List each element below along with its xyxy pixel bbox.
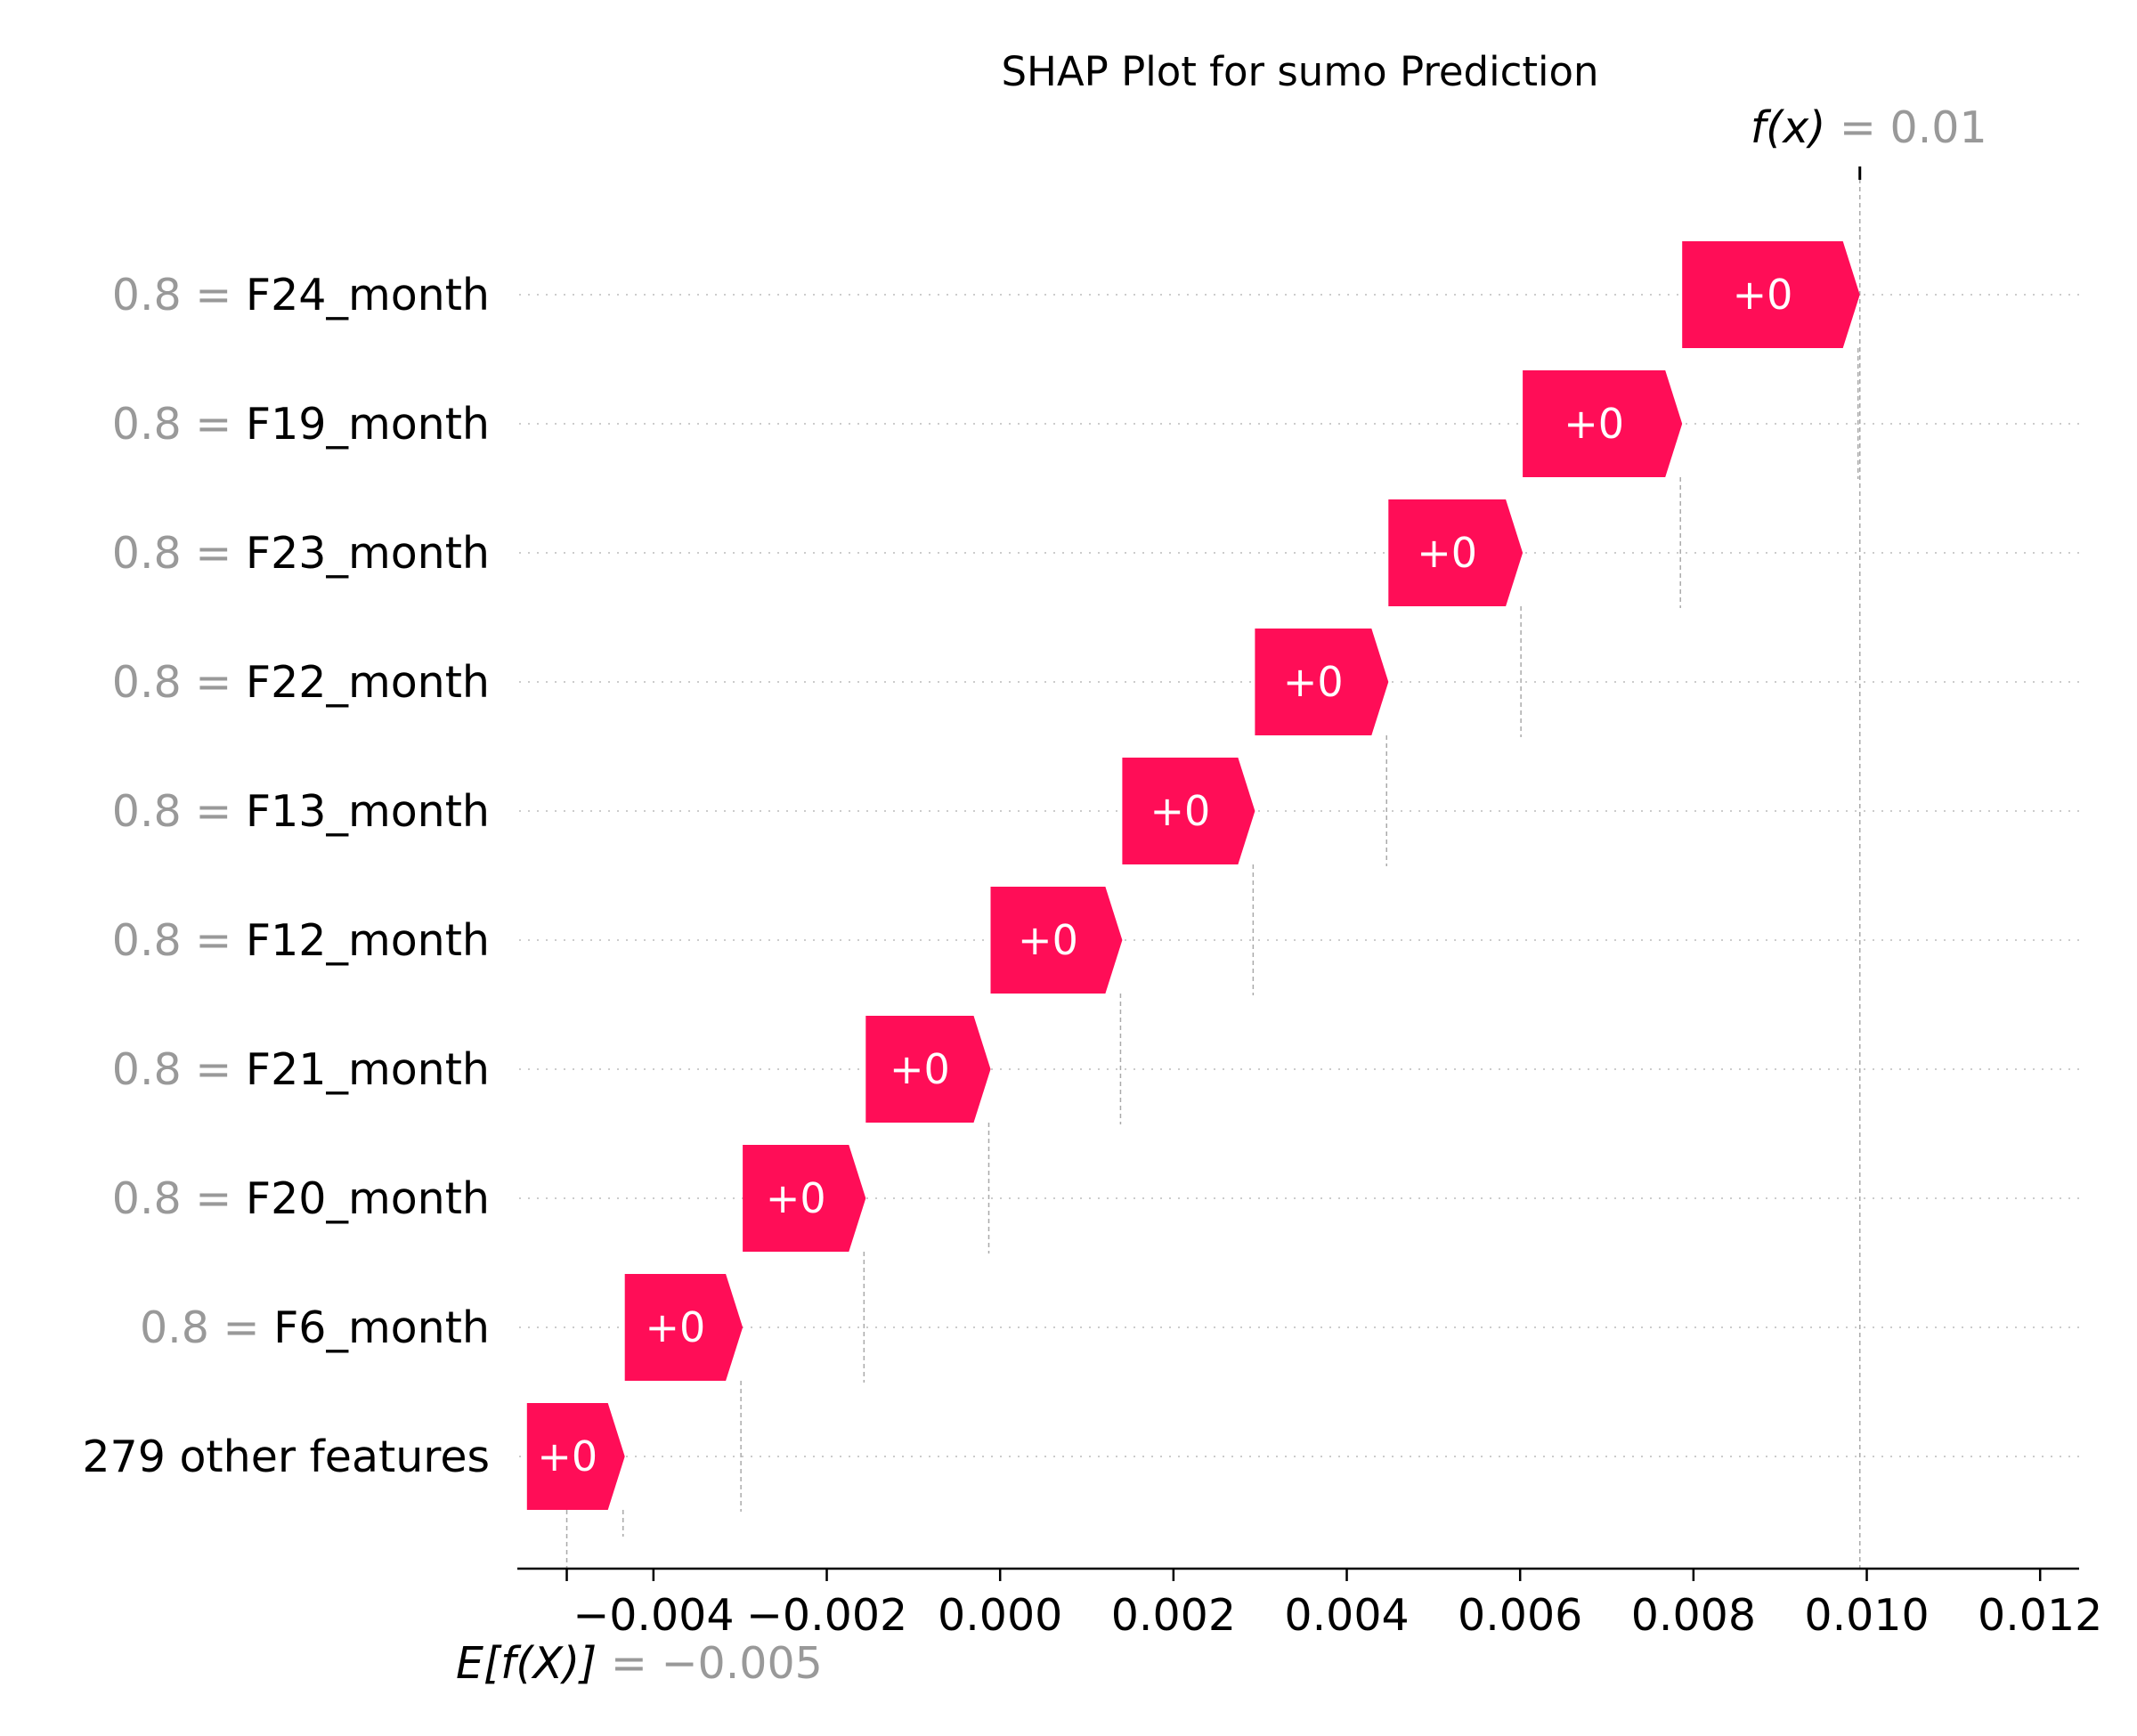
x-tick-label: 0.000 [938,1590,1062,1641]
feature-label: 0.8 = F21_month [112,1044,490,1095]
x-tick-label: 0.004 [1284,1590,1409,1641]
connector-lines [565,171,1861,1569]
feature-label: 279 other features [82,1432,490,1482]
shap-bar [1255,629,1389,735]
bar-value-label: +0 [1564,400,1624,448]
bar-value-label: +0 [1018,916,1078,964]
shap-bar [624,1274,743,1381]
x-tick-label: 0.012 [1978,1590,2102,1641]
feature-label: 0.8 = F19_month [112,399,490,450]
x-tick-label: 0.002 [1111,1590,1236,1641]
x-tick-label: −0.004 [573,1590,734,1641]
feature-label: 0.8 = F13_month [112,786,490,837]
feature-labels: 0.8 = F24_month 0.8 = F19_month 0.8 = F23_… [82,270,490,1482]
x-tick-label: −0.002 [746,1590,907,1641]
feature-label: 0.8 = F12_month [112,915,490,966]
feature-label: 0.8 = F20_month [112,1173,490,1224]
bar-value-label: +0 [766,1174,826,1222]
bar-value-label: +0 [1417,529,1477,577]
bar-value-label: +0 [1733,271,1793,319]
shap-bar [865,1016,991,1123]
x-axis: −0.004 −0.002 0.000 0.002 0.004 0.006 0.008 0.0… [517,1567,2102,1641]
x-tick-label: 0.006 [1458,1590,1582,1641]
shap-bar [743,1145,866,1252]
row-gridlines [519,294,2079,1457]
value-annotations: f(x) = 0.01 E[f(X)] = −0.005 [456,102,1987,1689]
shap-bar [1523,370,1683,477]
shap-bar [526,1403,625,1510]
chart-title: SHAP Plot for sumo Prediction [1001,48,1598,95]
x-tick-label: 0.010 [1804,1590,1929,1641]
feature-label: 0.8 = F24_month [112,270,490,320]
shap-bar [1122,758,1255,864]
bar-value-label: +0 [646,1303,706,1351]
output-value-label: f(x) = 0.01 [1751,102,1987,153]
feature-label: 0.8 = F23_month [112,528,490,579]
bars: +0 +0 +0 +0 +0 +0 +0 +0 +0 +0 [526,241,1860,1510]
bar-value-label: +0 [1150,787,1210,835]
shap-bar [1682,241,1860,348]
feature-label: 0.8 = F6_month [140,1302,490,1353]
bar-value-label: +0 [890,1045,950,1093]
bar-value-label: +0 [1283,658,1344,706]
shap-bar [1388,499,1524,606]
shap-bar [990,887,1123,994]
x-tick-label: 0.008 [1631,1590,1756,1641]
feature-label: 0.8 = F22_month [112,657,490,708]
base-value-label: E[f(X)] = −0.005 [456,1638,823,1689]
bar-value-label: +0 [537,1432,597,1480]
